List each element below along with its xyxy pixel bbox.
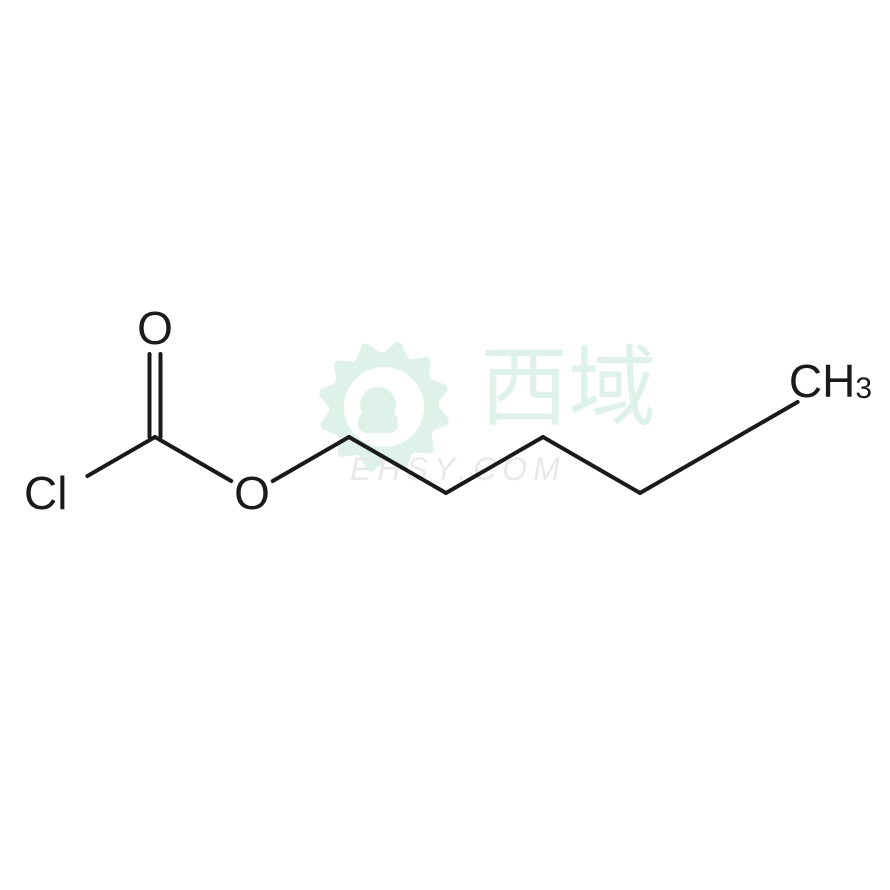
watermark-text-cn: 西域 (480, 341, 656, 438)
bond (737, 402, 798, 437)
molecule-diagram: 西域EHSY.COM Cl O O CH3 (0, 0, 890, 890)
bond (640, 437, 737, 493)
bond (87, 437, 155, 476)
atom-CH3: CH3 (789, 355, 872, 407)
atom-O1: O (137, 302, 173, 354)
atom-O2: O (234, 467, 270, 519)
atom-Cl: Cl (24, 467, 67, 519)
watermark: 西域EHSY.COM (319, 341, 656, 487)
bond (155, 437, 231, 481)
bond (273, 437, 349, 481)
